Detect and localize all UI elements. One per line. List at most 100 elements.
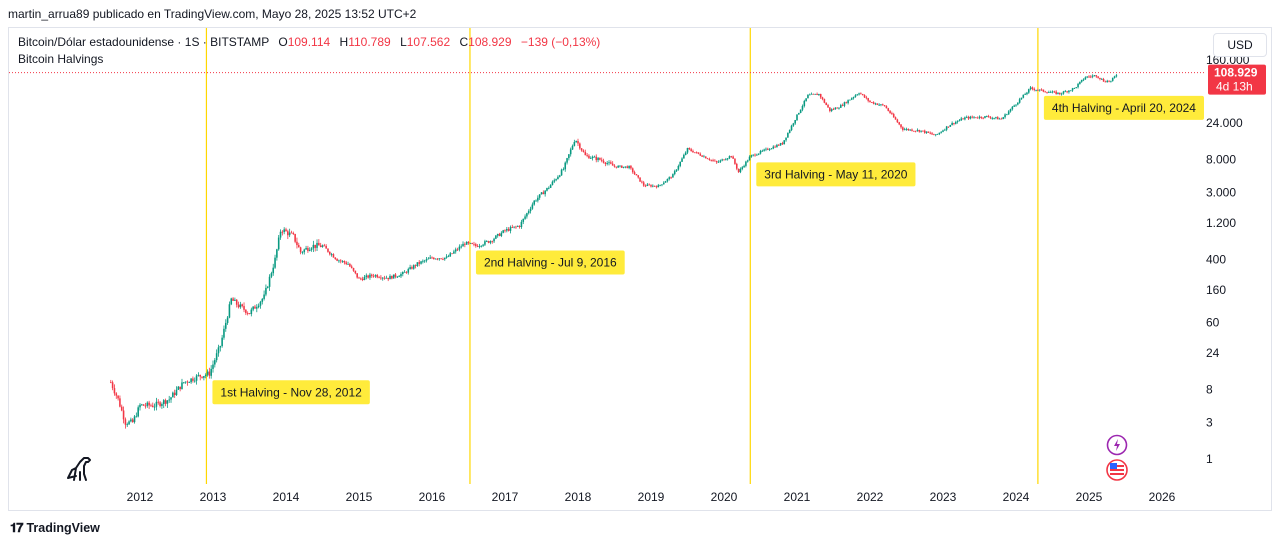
- candle-body: [564, 162, 567, 170]
- candle-body: [414, 265, 417, 267]
- us-flag-icon[interactable]: [1106, 459, 1128, 481]
- candle-body: [195, 375, 198, 381]
- candle-body: [520, 221, 523, 228]
- candle-body: [181, 382, 183, 390]
- dino-icon[interactable]: [67, 457, 91, 481]
- candle-body: [420, 261, 422, 264]
- candle-body: [454, 249, 457, 252]
- candle-body: [173, 392, 176, 395]
- candle-body: [155, 401, 158, 407]
- candle-body: [378, 277, 380, 279]
- candle-body: [1100, 79, 1103, 80]
- candle-body: [484, 241, 486, 245]
- candle-body: [1017, 102, 1019, 105]
- halving-labels: 1st Halving - Nov 28, 2012 2nd Halving - …: [212, 95, 1204, 405]
- candle-body: [1108, 80, 1110, 82]
- candle-body: [349, 263, 351, 267]
- candle-body: [931, 133, 933, 135]
- candle-body: [436, 258, 439, 260]
- candle-body: [816, 93, 818, 96]
- candle-body: [589, 158, 592, 159]
- candle-body: [883, 105, 886, 107]
- candle-body: [270, 273, 273, 277]
- candle-body: [608, 162, 610, 164]
- halving-lines: [205, 28, 1039, 484]
- candle-body: [219, 346, 222, 348]
- candle-body: [978, 116, 981, 118]
- candle-body: [821, 97, 824, 100]
- candle-body: [456, 249, 459, 251]
- candle-body: [400, 274, 402, 277]
- candle-body: [964, 117, 966, 120]
- candle-body: [544, 190, 546, 195]
- candle-body: [819, 93, 822, 98]
- candle-body: [818, 93, 820, 96]
- candle-body: [1048, 92, 1050, 94]
- candle-body: [829, 107, 831, 111]
- candle-body: [223, 328, 225, 338]
- candle-body: [161, 404, 163, 406]
- candle-body: [1042, 89, 1045, 92]
- candle-body: [325, 245, 327, 249]
- lightning-icon[interactable]: [1106, 434, 1128, 456]
- candle-body: [449, 253, 452, 257]
- y-axis: 13824601604001.2003.0008.00024.000160.00…: [1206, 53, 1250, 466]
- candle-body: [416, 262, 419, 267]
- candle-body: [493, 238, 495, 242]
- candle-body: [546, 187, 548, 191]
- candle-body: [164, 400, 167, 404]
- footer-brand[interactable]: 𝟏𝟕 TradingView: [10, 520, 100, 536]
- candle-body: [841, 105, 844, 106]
- candle-body: [690, 149, 692, 151]
- candle-body: [1024, 94, 1026, 95]
- candle-body: [360, 278, 362, 280]
- candle-body: [662, 182, 665, 185]
- candle-body: [642, 182, 645, 186]
- candle-body: [903, 129, 906, 131]
- candle-body: [885, 106, 888, 109]
- candle-body: [141, 404, 143, 406]
- candle-body: [962, 118, 964, 120]
- candle-body: [914, 130, 917, 132]
- candle-body: [303, 249, 306, 253]
- candle-body: [1037, 89, 1039, 91]
- currency-button[interactable]: USD: [1213, 33, 1267, 57]
- candle-body: [224, 322, 227, 329]
- candle-body: [987, 116, 990, 118]
- high-label: H: [339, 35, 349, 49]
- candle-body: [571, 145, 574, 150]
- candle-body: [440, 258, 442, 260]
- candle-body: [1009, 109, 1012, 112]
- candle-body: [757, 153, 760, 155]
- candle-body: [252, 306, 254, 310]
- candle-body: [1031, 87, 1034, 89]
- candle-body: [473, 243, 475, 245]
- candle-body: [524, 216, 526, 219]
- candle-body: [498, 233, 501, 236]
- candle-body: [418, 262, 421, 264]
- candle-body: [451, 253, 453, 255]
- candle-body: [527, 211, 530, 214]
- candle-body: [613, 165, 616, 167]
- candle-body: [664, 181, 667, 183]
- candle-body: [308, 249, 311, 251]
- symbol-name[interactable]: Bitcoin/Dólar estadounidense · 1S · BITS…: [18, 35, 270, 49]
- indicator-legend[interactable]: Bitcoin Halvings: [18, 52, 104, 66]
- candle-body: [491, 241, 494, 242]
- candle-body: [938, 132, 941, 135]
- candle-body: [637, 175, 640, 178]
- candle-body: [1055, 91, 1057, 94]
- candle-body: [1086, 76, 1088, 78]
- candle-body: [370, 274, 373, 276]
- candle-body: [726, 158, 729, 160]
- candle-body: [292, 233, 295, 234]
- candle-body: [876, 103, 879, 105]
- candle-body: [580, 148, 583, 151]
- candle-body: [506, 229, 508, 231]
- candle-body: [600, 159, 603, 161]
- candle-body: [611, 163, 614, 166]
- candle-body: [739, 168, 742, 173]
- candle-body: [329, 251, 331, 255]
- candle-body: [610, 162, 612, 164]
